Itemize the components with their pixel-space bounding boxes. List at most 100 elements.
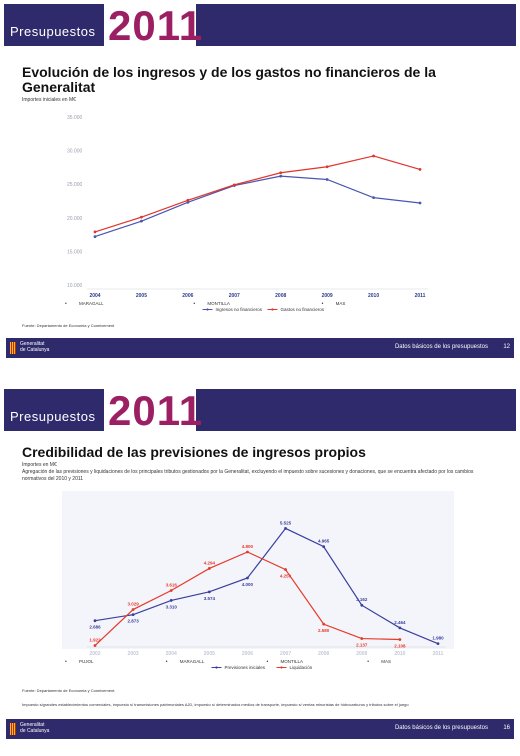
data-point xyxy=(246,576,249,580)
data-point xyxy=(207,567,211,570)
x-tick-label: 2008 xyxy=(318,651,329,657)
x-tick-label: 2006 xyxy=(182,293,193,299)
x-tick-label: 2007 xyxy=(280,651,291,657)
footnote: Impuesto s/grandes establecimientos come… xyxy=(22,702,409,707)
x-tick-label: 2009 xyxy=(356,651,367,657)
data-point xyxy=(325,165,329,169)
generalitat-logo-icon xyxy=(10,342,16,354)
slide-description: Agregación de las previsiones y liquidac… xyxy=(22,469,474,482)
footer-org-line-1: Generalitat xyxy=(20,341,45,347)
plot-background xyxy=(62,491,454,649)
x-tick-label: 2005 xyxy=(136,293,147,299)
data-point xyxy=(418,168,422,171)
y-tick-label: 35.000 xyxy=(67,115,83,121)
period-marker: • xyxy=(367,659,369,665)
data-label: 2.686 xyxy=(89,625,101,630)
generalitat-logo-icon xyxy=(10,723,16,735)
data-point xyxy=(372,154,375,158)
footer-bar: Generalitat de Catalunya Datos básicos d… xyxy=(6,338,514,358)
source-note: Fuente: Departamento de Economia y Conei… xyxy=(22,323,115,328)
data-label: 1.980 xyxy=(432,636,444,641)
data-label: 4.000 xyxy=(242,582,254,587)
footer-caption: Datos básicos de los presupuestos xyxy=(394,725,488,731)
data-point xyxy=(93,644,97,647)
header-label: Presupuestos xyxy=(10,409,96,424)
data-label: 5.525 xyxy=(280,520,292,525)
y-tick-label: 25.000 xyxy=(67,182,83,188)
footer-org-line-2: de Catalunya xyxy=(20,347,50,353)
x-tick-label: 2005 xyxy=(204,651,215,657)
y-tick-label: 30.000 xyxy=(67,149,83,155)
data-label: 3.574 xyxy=(204,596,216,601)
data-point xyxy=(436,642,440,646)
data-label: 3.310 xyxy=(166,604,178,609)
data-label: 2.108 xyxy=(394,643,406,648)
data-point xyxy=(93,235,97,239)
data-label: 4.294 xyxy=(204,560,216,565)
data-point xyxy=(360,603,364,607)
data-point xyxy=(232,183,236,187)
series-line xyxy=(94,155,421,233)
period-marker: • xyxy=(322,301,324,307)
period-label: MONTILLA xyxy=(281,659,304,664)
legend-label: Ingresos no financieros xyxy=(216,307,263,312)
slide-ingresos-gastos: Presupuestos 2011 Evolución de los ingre… xyxy=(0,0,520,370)
data-point xyxy=(279,171,283,175)
period-label: MONTILLA xyxy=(207,301,230,306)
header-label: Presupuestos xyxy=(10,24,96,39)
data-label: 2.464 xyxy=(394,620,406,625)
x-tick-label: 2011 xyxy=(433,651,444,657)
header-year-box: 2011 xyxy=(104,387,202,434)
x-tick-label: 2010 xyxy=(368,293,379,299)
series-line xyxy=(94,527,439,645)
data-label: 4.259 xyxy=(280,574,292,579)
header-year: 2011 xyxy=(108,387,204,434)
x-tick-label: 2008 xyxy=(275,293,286,299)
legend-marker xyxy=(280,666,283,669)
data-point xyxy=(325,178,329,181)
data-point xyxy=(418,201,422,205)
header-year: 2011 xyxy=(108,2,204,49)
data-point xyxy=(398,638,402,641)
y-tick-label: 20.000 xyxy=(67,216,83,222)
data-label: 2.873 xyxy=(127,619,139,624)
slide-subtitle: Importes en M€ xyxy=(22,462,57,468)
header-label-box: Presupuestos xyxy=(4,389,104,431)
data-label: 4.965 xyxy=(318,539,330,544)
footer-page-number: 12 xyxy=(503,344,510,350)
data-point xyxy=(93,619,97,623)
footer-caption: Datos básicos de los presupuestos xyxy=(394,344,488,350)
data-point xyxy=(372,196,375,200)
slide-subtitle: Importes iniciales en M€ xyxy=(22,97,76,103)
data-label: 3.029 xyxy=(127,602,139,607)
period-label: MAS xyxy=(381,659,391,664)
header-label-box: Presupuestos xyxy=(4,4,104,46)
header-bar: Presupuestos 2011 xyxy=(4,2,516,49)
period-label: MARAGALL xyxy=(79,301,104,306)
legend-marker xyxy=(206,308,209,311)
data-point xyxy=(140,215,143,219)
header-bar: Presupuestos 2011 xyxy=(4,387,516,434)
chart-ingresos-gastos: 35.000 30.000 25.000 20.000 15.000 10.000 2004… xyxy=(65,115,428,312)
data-point xyxy=(186,198,190,202)
slide-credibilidad: Presupuestos 2011 Credibilidad de las pr… xyxy=(0,385,520,756)
y-tick-label: 15.000 xyxy=(67,249,83,255)
period-label: PUJOL xyxy=(79,659,94,664)
legend-marker xyxy=(271,308,274,311)
legend-marker xyxy=(215,666,218,669)
footer-org-line-2: de Catalunya xyxy=(20,728,50,734)
title-line-1: Evolución de los ingresos y de los gasto… xyxy=(22,64,436,80)
x-tick-label: 2004 xyxy=(166,651,177,657)
x-tick-label: 2011 xyxy=(415,293,426,299)
x-tick-label: 2010 xyxy=(394,651,405,657)
data-point xyxy=(284,527,287,530)
data-label: 3.162 xyxy=(356,597,368,602)
data-point xyxy=(398,626,402,630)
data-point xyxy=(284,568,287,571)
title-line-2: Generalitat xyxy=(22,79,96,95)
legend-label: Liquidación xyxy=(290,665,313,670)
source-note: Fuente: Departamento de Economia y Conei… xyxy=(22,688,116,693)
period-label: MARAGALL xyxy=(180,659,205,664)
data-point xyxy=(169,599,173,602)
footer-org: Generalitat de Catalunya xyxy=(20,341,49,353)
